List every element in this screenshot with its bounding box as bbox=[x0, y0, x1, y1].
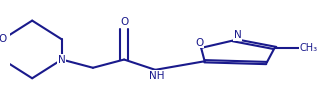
Text: N: N bbox=[233, 30, 241, 40]
Text: N: N bbox=[58, 54, 66, 65]
Text: O: O bbox=[120, 17, 128, 28]
Text: O: O bbox=[195, 38, 204, 48]
Text: CH₃: CH₃ bbox=[300, 43, 318, 53]
Text: NH: NH bbox=[149, 71, 165, 81]
Text: O: O bbox=[0, 34, 7, 44]
